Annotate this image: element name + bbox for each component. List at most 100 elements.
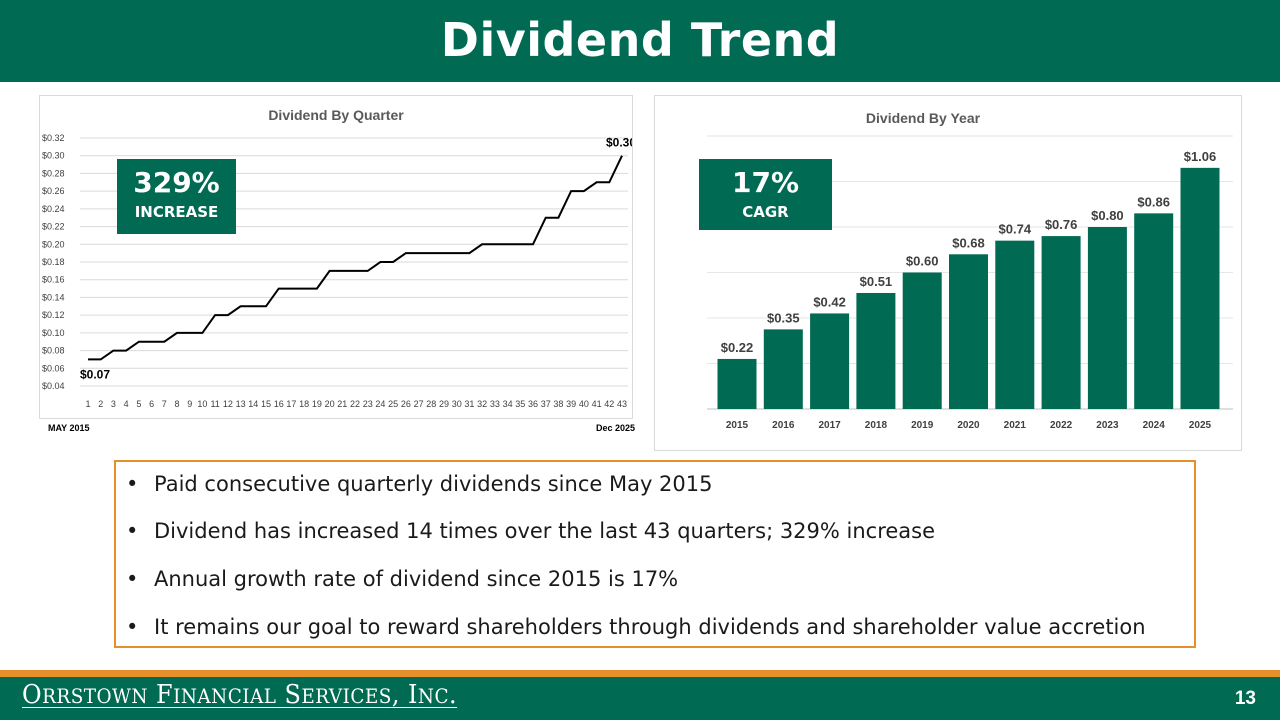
bullet-item: • Paid consecutive quarterly dividends si… bbox=[126, 472, 713, 496]
year-bar bbox=[1087, 227, 1127, 409]
year-bar-chart: Dividend By Year $0.22 $0.35 $0.42 $0.51 $0.… bbox=[707, 110, 1233, 431]
quarter-x-tick: 33 bbox=[490, 399, 500, 409]
quarter-y-tick: $0.28 bbox=[42, 168, 65, 178]
year-x-tick: 2018 bbox=[865, 420, 888, 431]
year-x-tick: 2016 bbox=[772, 420, 795, 431]
bullet-text: Dividend has increased 14 times over the… bbox=[154, 519, 936, 543]
quarter-y-tick: $0.30 bbox=[42, 151, 65, 161]
quarter-data-label: $0.30 bbox=[606, 136, 632, 150]
year-x-tick: 2022 bbox=[1050, 420, 1073, 431]
bullet-text: It remains our goal to reward shareholde… bbox=[154, 615, 1146, 639]
quarter-x-tick: 4 bbox=[124, 399, 129, 409]
year-data-label: $0.76 bbox=[1045, 217, 1078, 232]
bullet-text: Annual growth rate of dividend since 201… bbox=[154, 567, 679, 591]
quarter-y-tick: $0.10 bbox=[42, 328, 65, 338]
quarter-data-label: $0.07 bbox=[80, 367, 110, 381]
quarter-x-tick: 25 bbox=[388, 399, 398, 409]
quarter-x-tick: 35 bbox=[515, 399, 525, 409]
quarter-x-tick: 32 bbox=[477, 399, 487, 409]
quarter-x-tick: 19 bbox=[312, 399, 322, 409]
year-data-label: $0.22 bbox=[721, 340, 754, 355]
quarter-x-tick: 16 bbox=[274, 399, 284, 409]
quarter-x-tick: 13 bbox=[236, 399, 246, 409]
quarter-y-tick: $0.32 bbox=[42, 133, 65, 143]
year-bar bbox=[902, 272, 942, 409]
year-x-tick: 2024 bbox=[1143, 420, 1166, 431]
quarter-x-tick: 8 bbox=[174, 399, 179, 409]
quarter-x-tick: 22 bbox=[350, 399, 360, 409]
quarter-x-tick: 36 bbox=[528, 399, 538, 409]
quarter-x-tick: 23 bbox=[363, 399, 373, 409]
quarter-y-tick: $0.12 bbox=[42, 310, 65, 320]
year-bar bbox=[1134, 213, 1174, 409]
quarter-x-tick: 40 bbox=[579, 399, 589, 409]
quarter-dividend-line bbox=[88, 155, 623, 361]
year-data-label: $0.74 bbox=[999, 222, 1032, 237]
quarter-chart-panel: Dividend By Quarter $0.04 $0.06 $0.08 $0.10… bbox=[39, 95, 636, 419]
quarter-x-tick: 28 bbox=[426, 399, 436, 409]
year-x-tick: 2017 bbox=[818, 420, 841, 431]
quarter-x-tick: 14 bbox=[248, 399, 258, 409]
year-data-label: $0.35 bbox=[767, 310, 800, 325]
year-bar bbox=[1180, 167, 1220, 409]
year-data-label: $0.42 bbox=[813, 294, 846, 309]
quarter-y-tick: $0.24 bbox=[42, 204, 65, 214]
quarter-x-tick: 6 bbox=[149, 399, 154, 409]
page-title: Dividend Trend bbox=[440, 13, 840, 67]
year-x-tick: 2020 bbox=[957, 420, 980, 431]
quarter-x-tick: 38 bbox=[553, 399, 563, 409]
quarter-y-tick: $0.16 bbox=[42, 275, 65, 285]
year-chart-panel: Dividend By Year $0.22 $0.35 $0.42 $0.51 $0.… bbox=[654, 95, 1242, 451]
start-date-note: MAY 2015 bbox=[48, 423, 90, 433]
title-banner bbox=[0, 0, 1280, 82]
year-x-tick: 2019 bbox=[911, 420, 934, 431]
quarter-y-tick: $0.22 bbox=[42, 222, 65, 232]
quarter-x-tick: 43 bbox=[617, 399, 627, 409]
bullet-item: • Dividend has increased 14 times over th… bbox=[126, 519, 936, 543]
bullet-item: • It remains our goal to reward sharehold… bbox=[126, 615, 1146, 639]
year-bar bbox=[1041, 236, 1081, 409]
increase-value: 329% bbox=[133, 166, 220, 199]
year-x-tick: 2023 bbox=[1096, 420, 1119, 431]
end-date-note: Dec 2025 bbox=[596, 423, 636, 433]
year-data-label: $0.86 bbox=[1137, 194, 1170, 209]
quarter-x-tick: 17 bbox=[286, 399, 296, 409]
quarter-x-tick: 21 bbox=[337, 399, 347, 409]
quarter-x-tick: 37 bbox=[541, 399, 551, 409]
quarter-x-tick: 39 bbox=[566, 399, 576, 409]
quarter-x-tick: 12 bbox=[223, 399, 233, 409]
bullet-text: Paid consecutive quarterly dividends sin… bbox=[154, 472, 713, 496]
quarter-x-tick: 9 bbox=[187, 399, 192, 409]
quarter-y-tick: $0.26 bbox=[42, 186, 65, 196]
quarter-x-tick: 26 bbox=[401, 399, 411, 409]
year-x-tick: 2015 bbox=[726, 420, 749, 431]
bullet-item: • Annual growth rate of dividend since 20… bbox=[126, 567, 679, 591]
quarter-x-tick: 27 bbox=[414, 399, 424, 409]
company-logo-text: ORRSTOWN FINANCIAL SERVICES, INC. bbox=[22, 680, 458, 710]
quarter-x-tick: 11 bbox=[210, 399, 219, 409]
footer-accent-bar bbox=[0, 670, 1280, 677]
cagr-value: 17% bbox=[731, 166, 800, 199]
cagr-callout: 17% CAGR bbox=[699, 159, 832, 230]
year-bar bbox=[717, 358, 757, 409]
quarter-x-tick: 1 bbox=[85, 399, 90, 409]
quarter-x-tick: 18 bbox=[299, 399, 309, 409]
quarter-y-tick: $0.08 bbox=[42, 346, 65, 356]
increase-label: INCREASE bbox=[134, 203, 219, 221]
quarter-x-tick: 2 bbox=[98, 399, 103, 409]
year-bar bbox=[810, 313, 850, 409]
quarter-x-tick: 10 bbox=[197, 399, 207, 409]
quarter-x-tick: 24 bbox=[375, 399, 385, 409]
key-points-box: • Paid consecutive quarterly dividends si… bbox=[114, 460, 1196, 648]
year-data-label: $0.51 bbox=[860, 274, 893, 289]
year-data-label: $0.60 bbox=[906, 254, 939, 269]
quarter-y-tick: $0.06 bbox=[42, 363, 65, 373]
year-data-label: $0.80 bbox=[1091, 208, 1124, 223]
quarter-y-tick: $0.14 bbox=[42, 292, 65, 302]
year-bar bbox=[856, 292, 896, 409]
page-number: 13 bbox=[1234, 688, 1256, 709]
quarter-x-tick: 41 bbox=[592, 399, 602, 409]
quarter-x-tick: 3 bbox=[111, 399, 116, 409]
year-data-label: $0.68 bbox=[952, 235, 985, 250]
year-x-tick: 2025 bbox=[1189, 420, 1212, 431]
